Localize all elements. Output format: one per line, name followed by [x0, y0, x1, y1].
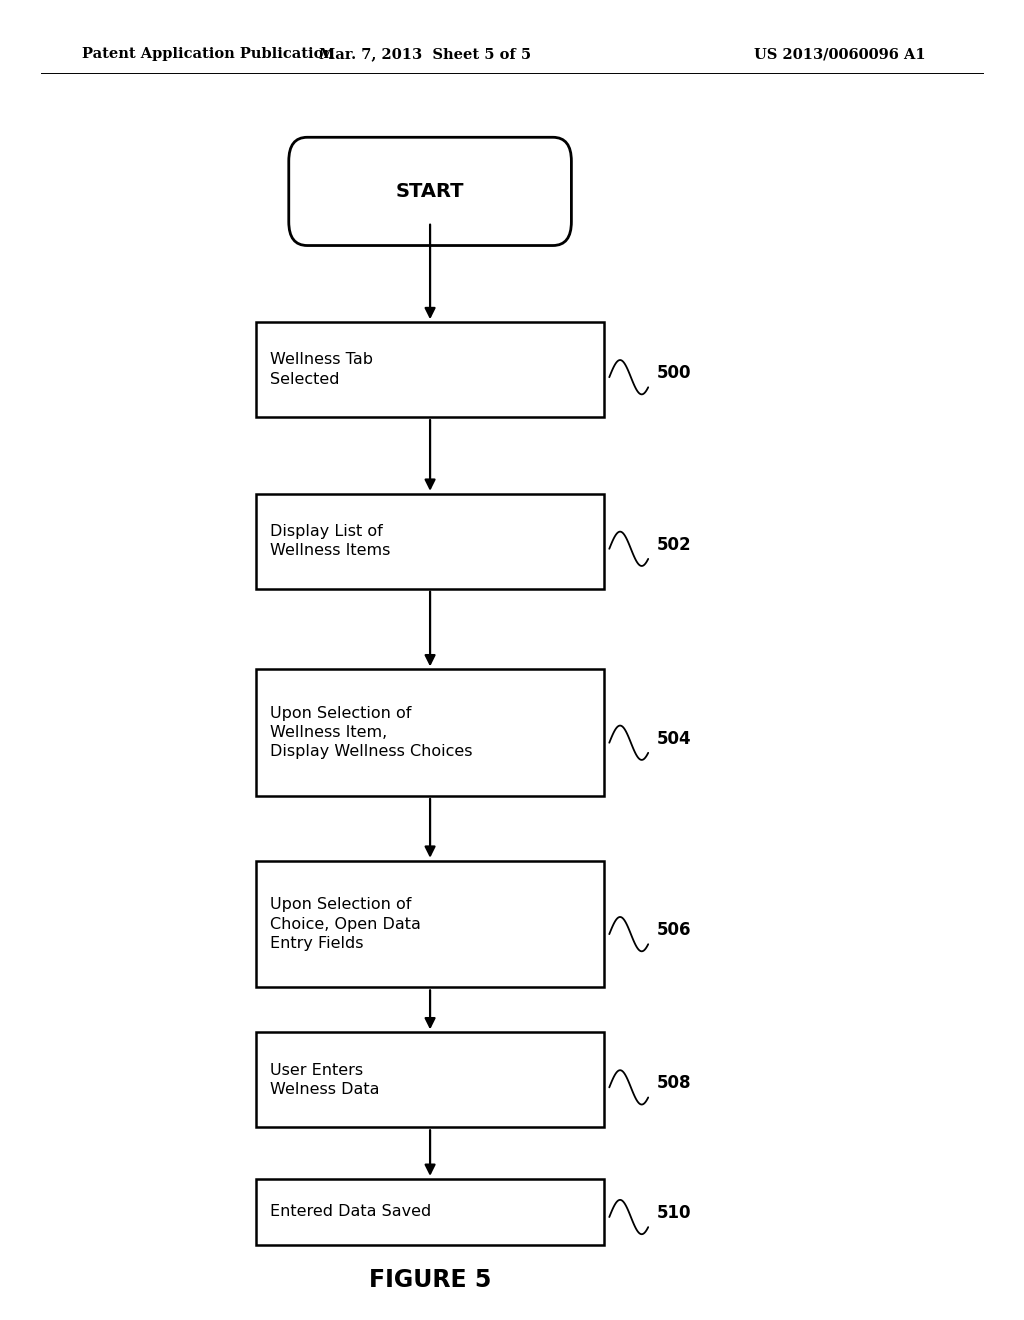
- Text: 504: 504: [656, 730, 691, 747]
- Text: Wellness Tab
Selected: Wellness Tab Selected: [270, 352, 374, 387]
- Bar: [256, 861, 604, 987]
- Text: FIGURE 5: FIGURE 5: [369, 1269, 492, 1292]
- Text: US 2013/0060096 A1: US 2013/0060096 A1: [754, 48, 926, 61]
- Text: User Enters
Welness Data: User Enters Welness Data: [270, 1063, 380, 1097]
- Bar: [256, 1179, 604, 1245]
- Text: Patent Application Publication: Patent Application Publication: [82, 48, 334, 61]
- FancyBboxPatch shape: [289, 137, 571, 246]
- Text: Display List of
Wellness Items: Display List of Wellness Items: [270, 524, 391, 558]
- Bar: [256, 1032, 604, 1127]
- Bar: [256, 494, 604, 589]
- Text: 508: 508: [656, 1074, 691, 1093]
- Text: Entered Data Saved: Entered Data Saved: [270, 1204, 431, 1220]
- Text: Mar. 7, 2013  Sheet 5 of 5: Mar. 7, 2013 Sheet 5 of 5: [318, 48, 531, 61]
- Text: START: START: [396, 182, 464, 201]
- Bar: [256, 669, 604, 796]
- Bar: [256, 322, 604, 417]
- Text: 510: 510: [656, 1204, 691, 1222]
- Text: 500: 500: [656, 364, 691, 383]
- Text: 506: 506: [656, 921, 691, 939]
- Text: Upon Selection of
Wellness Item,
Display Wellness Choices: Upon Selection of Wellness Item, Display…: [270, 706, 473, 759]
- Text: 502: 502: [656, 536, 691, 554]
- Text: Upon Selection of
Choice, Open Data
Entry Fields: Upon Selection of Choice, Open Data Entr…: [270, 898, 421, 950]
